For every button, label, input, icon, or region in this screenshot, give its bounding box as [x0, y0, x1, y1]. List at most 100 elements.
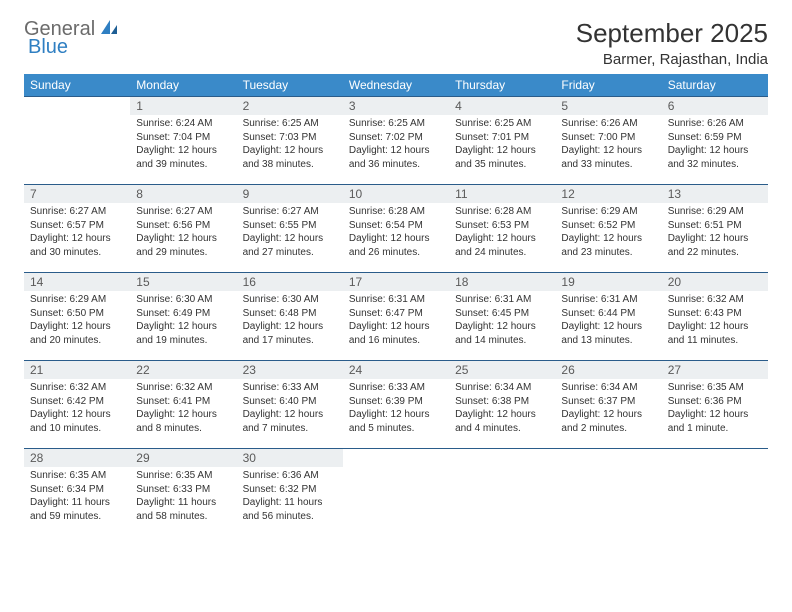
daylight-text-1: Daylight: 12 hours: [455, 408, 549, 422]
daylight-text-2: and 8 minutes.: [136, 422, 230, 436]
sunset-text: Sunset: 6:53 PM: [455, 219, 549, 233]
calendar-day-cell: 4Sunrise: 6:25 AMSunset: 7:01 PMDaylight…: [449, 97, 555, 185]
daylight-text-2: and 56 minutes.: [243, 510, 337, 524]
day-content: Sunrise: 6:29 AMSunset: 6:50 PMDaylight:…: [24, 291, 130, 351]
day-number: 11: [449, 185, 555, 203]
calendar-day-cell: [555, 449, 661, 537]
daylight-text-1: Daylight: 12 hours: [561, 408, 655, 422]
sunrise-text: Sunrise: 6:30 AM: [136, 293, 230, 307]
weekday-header: Thursday: [449, 74, 555, 97]
daylight-text-2: and 20 minutes.: [30, 334, 124, 348]
day-number: 22: [130, 361, 236, 379]
sunset-text: Sunset: 6:38 PM: [455, 395, 549, 409]
day-content: Sunrise: 6:35 AMSunset: 6:34 PMDaylight:…: [24, 467, 130, 527]
daylight-text-1: Daylight: 12 hours: [243, 232, 337, 246]
day-number: 19: [555, 273, 661, 291]
sunrise-text: Sunrise: 6:35 AM: [30, 469, 124, 483]
calendar-day-cell: 27Sunrise: 6:35 AMSunset: 6:36 PMDayligh…: [662, 361, 768, 449]
sunset-text: Sunset: 6:44 PM: [561, 307, 655, 321]
day-content: Sunrise: 6:31 AMSunset: 6:47 PMDaylight:…: [343, 291, 449, 351]
day-content: Sunrise: 6:25 AMSunset: 7:01 PMDaylight:…: [449, 115, 555, 175]
day-content: Sunrise: 6:33 AMSunset: 6:40 PMDaylight:…: [237, 379, 343, 439]
calendar-day-cell: [662, 449, 768, 537]
daylight-text-2: and 23 minutes.: [561, 246, 655, 260]
sunrise-text: Sunrise: 6:31 AM: [349, 293, 443, 307]
day-content: Sunrise: 6:28 AMSunset: 6:53 PMDaylight:…: [449, 203, 555, 263]
daylight-text-2: and 29 minutes.: [136, 246, 230, 260]
day-number: 2: [237, 97, 343, 115]
sunrise-text: Sunrise: 6:29 AM: [30, 293, 124, 307]
sunset-text: Sunset: 6:52 PM: [561, 219, 655, 233]
calendar-day-cell: 11Sunrise: 6:28 AMSunset: 6:53 PMDayligh…: [449, 185, 555, 273]
calendar-day-cell: 13Sunrise: 6:29 AMSunset: 6:51 PMDayligh…: [662, 185, 768, 273]
calendar-day-cell: 28Sunrise: 6:35 AMSunset: 6:34 PMDayligh…: [24, 449, 130, 537]
sunset-text: Sunset: 6:36 PM: [668, 395, 762, 409]
day-number: 12: [555, 185, 661, 203]
calendar-day-cell: 19Sunrise: 6:31 AMSunset: 6:44 PMDayligh…: [555, 273, 661, 361]
calendar-day-cell: 15Sunrise: 6:30 AMSunset: 6:49 PMDayligh…: [130, 273, 236, 361]
weekday-header: Sunday: [24, 74, 130, 97]
day-number: 9: [237, 185, 343, 203]
calendar-day-cell: 22Sunrise: 6:32 AMSunset: 6:41 PMDayligh…: [130, 361, 236, 449]
day-number: 27: [662, 361, 768, 379]
daylight-text-1: Daylight: 12 hours: [455, 232, 549, 246]
day-number: 21: [24, 361, 130, 379]
sunrise-text: Sunrise: 6:35 AM: [136, 469, 230, 483]
calendar-day-cell: 23Sunrise: 6:33 AMSunset: 6:40 PMDayligh…: [237, 361, 343, 449]
day-content: Sunrise: 6:26 AMSunset: 7:00 PMDaylight:…: [555, 115, 661, 175]
daylight-text-2: and 17 minutes.: [243, 334, 337, 348]
daylight-text-2: and 33 minutes.: [561, 158, 655, 172]
sunset-text: Sunset: 7:04 PM: [136, 131, 230, 145]
daylight-text-1: Daylight: 12 hours: [455, 144, 549, 158]
sunset-text: Sunset: 6:41 PM: [136, 395, 230, 409]
sunrise-text: Sunrise: 6:31 AM: [561, 293, 655, 307]
day-content: Sunrise: 6:35 AMSunset: 6:36 PMDaylight:…: [662, 379, 768, 439]
daylight-text-1: Daylight: 11 hours: [30, 496, 124, 510]
daylight-text-2: and 27 minutes.: [243, 246, 337, 260]
calendar-day-cell: 29Sunrise: 6:35 AMSunset: 6:33 PMDayligh…: [130, 449, 236, 537]
calendar-day-cell: 16Sunrise: 6:30 AMSunset: 6:48 PMDayligh…: [237, 273, 343, 361]
calendar-day-cell: 14Sunrise: 6:29 AMSunset: 6:50 PMDayligh…: [24, 273, 130, 361]
day-number: 3: [343, 97, 449, 115]
calendar-day-cell: 25Sunrise: 6:34 AMSunset: 6:38 PMDayligh…: [449, 361, 555, 449]
sunrise-text: Sunrise: 6:27 AM: [30, 205, 124, 219]
daylight-text-2: and 19 minutes.: [136, 334, 230, 348]
sunrise-text: Sunrise: 6:27 AM: [243, 205, 337, 219]
sunset-text: Sunset: 6:39 PM: [349, 395, 443, 409]
day-number: 29: [130, 449, 236, 467]
day-content: Sunrise: 6:25 AMSunset: 7:03 PMDaylight:…: [237, 115, 343, 175]
calendar-day-cell: 18Sunrise: 6:31 AMSunset: 6:45 PMDayligh…: [449, 273, 555, 361]
day-content: Sunrise: 6:32 AMSunset: 6:41 PMDaylight:…: [130, 379, 236, 439]
day-content: Sunrise: 6:27 AMSunset: 6:55 PMDaylight:…: [237, 203, 343, 263]
day-number: 23: [237, 361, 343, 379]
day-number: 16: [237, 273, 343, 291]
daylight-text-1: Daylight: 12 hours: [668, 408, 762, 422]
calendar-day-cell: 30Sunrise: 6:36 AMSunset: 6:32 PMDayligh…: [237, 449, 343, 537]
sunrise-text: Sunrise: 6:26 AM: [668, 117, 762, 131]
daylight-text-2: and 35 minutes.: [455, 158, 549, 172]
calendar-day-cell: [343, 449, 449, 537]
day-content: Sunrise: 6:32 AMSunset: 6:43 PMDaylight:…: [662, 291, 768, 351]
daylight-text-2: and 7 minutes.: [243, 422, 337, 436]
sunset-text: Sunset: 6:54 PM: [349, 219, 443, 233]
sunset-text: Sunset: 6:34 PM: [30, 483, 124, 497]
sunrise-text: Sunrise: 6:36 AM: [243, 469, 337, 483]
daylight-text-1: Daylight: 12 hours: [349, 408, 443, 422]
sunset-text: Sunset: 7:00 PM: [561, 131, 655, 145]
daylight-text-1: Daylight: 11 hours: [136, 496, 230, 510]
daylight-text-1: Daylight: 12 hours: [30, 320, 124, 334]
sunrise-text: Sunrise: 6:24 AM: [136, 117, 230, 131]
day-number: 8: [130, 185, 236, 203]
daylight-text-1: Daylight: 12 hours: [668, 232, 762, 246]
day-content: Sunrise: 6:36 AMSunset: 6:32 PMDaylight:…: [237, 467, 343, 527]
daylight-text-2: and 5 minutes.: [349, 422, 443, 436]
day-content: Sunrise: 6:32 AMSunset: 6:42 PMDaylight:…: [24, 379, 130, 439]
daylight-text-1: Daylight: 12 hours: [561, 232, 655, 246]
sunrise-text: Sunrise: 6:32 AM: [668, 293, 762, 307]
day-number: 28: [24, 449, 130, 467]
weekday-header: Monday: [130, 74, 236, 97]
sunset-text: Sunset: 6:51 PM: [668, 219, 762, 233]
daylight-text-2: and 16 minutes.: [349, 334, 443, 348]
calendar-day-cell: 8Sunrise: 6:27 AMSunset: 6:56 PMDaylight…: [130, 185, 236, 273]
sunset-text: Sunset: 6:32 PM: [243, 483, 337, 497]
